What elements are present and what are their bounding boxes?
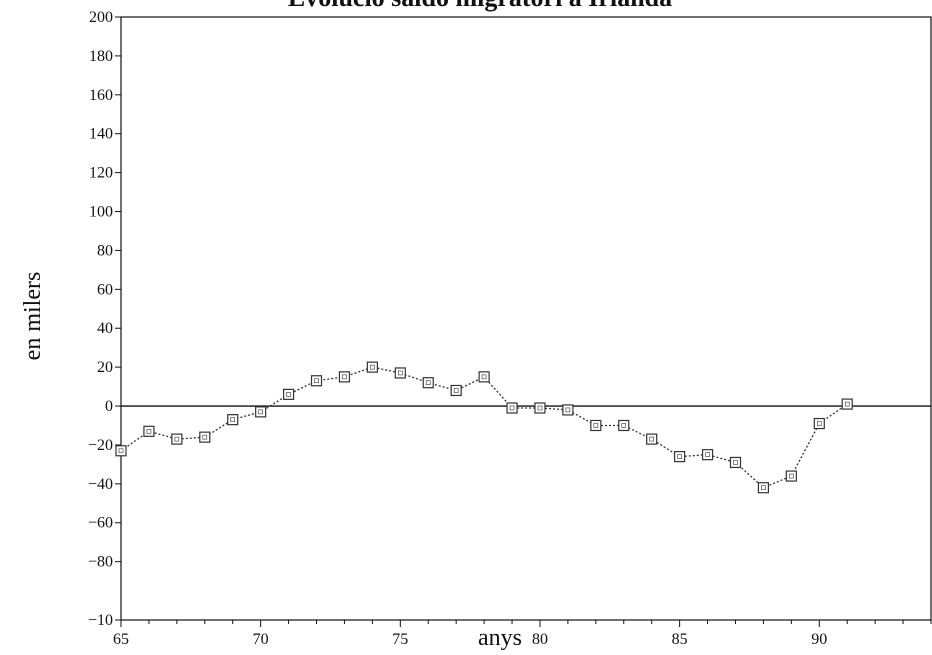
y-tick-label: −20 [88, 437, 113, 454]
data-point [171, 433, 183, 445]
data-point-inner [593, 423, 599, 428]
x-tick-label: 75 [392, 631, 408, 648]
data-point [674, 451, 686, 463]
data-point-inner [621, 423, 627, 428]
data-point [199, 431, 211, 443]
data-point-inner [230, 417, 236, 422]
series-group [115, 361, 853, 494]
data-point [590, 419, 602, 432]
data-point [618, 419, 630, 432]
axes [120, 16, 932, 621]
data-point [701, 449, 714, 461]
data-point [310, 375, 323, 387]
data-point-inner [342, 374, 347, 380]
data-point [785, 470, 797, 482]
data-point [338, 371, 351, 383]
data-point [646, 433, 658, 445]
y-tick-label: 140 [89, 126, 113, 143]
x-tick-label: 90 [811, 631, 827, 648]
ticks: 200180160140120100806040200−20−40−60−80−… [88, 9, 932, 648]
data-point-inner [816, 421, 822, 426]
data-point-inner [537, 405, 543, 411]
data-point-inner [761, 485, 766, 491]
chart-title: Evolució saldo migratori a Irlanda [288, 0, 672, 12]
data-point-inner [453, 388, 459, 393]
y-tick-label: 200 [89, 9, 113, 26]
data-point-inner [174, 436, 180, 442]
data-point [478, 371, 490, 383]
data-point [143, 425, 155, 437]
data-point [227, 414, 239, 426]
data-point [282, 388, 295, 400]
data-point-inner [146, 429, 152, 434]
data-point [366, 361, 378, 373]
data-point [757, 482, 770, 494]
y-tick-label: 20 [97, 359, 113, 376]
data-point-inner [202, 434, 208, 440]
x-tick-label: 85 [672, 631, 688, 648]
y-tick-label: 60 [97, 281, 113, 298]
y-tick-label: 40 [97, 320, 113, 337]
y-tick-label: −80 [88, 554, 113, 571]
data-point-inner [733, 460, 738, 465]
data-point-inner [370, 364, 375, 370]
y-tick-label: −10 [88, 612, 113, 629]
y-axis-label: en milers [20, 272, 46, 361]
data-point-inner [425, 380, 431, 385]
data-point-inner [789, 473, 794, 479]
x-tick-label: 65 [113, 631, 129, 648]
data-point [422, 377, 434, 389]
data-point-inner [509, 405, 515, 411]
data-point-inner [481, 374, 487, 380]
data-point [534, 402, 546, 414]
data-point-inner [705, 452, 710, 457]
data-point [562, 404, 574, 416]
data-point-inner [677, 454, 682, 459]
data-point [813, 417, 825, 430]
data-point-inner [118, 448, 124, 454]
x-tick-label: 70 [253, 631, 269, 648]
plot-frame [120, 16, 932, 621]
data-point-inner [258, 409, 263, 415]
y-tick-label: −60 [88, 515, 113, 532]
y-tick-label: 100 [89, 204, 113, 221]
y-tick-label: 0 [105, 398, 113, 415]
data-point [115, 445, 127, 457]
data-point [450, 384, 462, 397]
data-point-inner [314, 378, 319, 384]
y-tick-label: −40 [88, 476, 113, 493]
y-tick-label: 120 [89, 165, 113, 182]
data-point-inner [565, 407, 571, 413]
x-tick-label: 80 [532, 631, 548, 648]
y-tick-label: 180 [89, 48, 113, 65]
data-point-inner [844, 401, 850, 407]
data-point-inner [398, 370, 403, 376]
data-point-inner [649, 436, 654, 442]
data-point-inner [286, 392, 291, 397]
x-axis-label: anys [478, 625, 522, 651]
y-tick-label: 80 [97, 242, 113, 259]
data-point [841, 398, 853, 410]
y-tick-label: 160 [89, 87, 113, 104]
data-point [506, 402, 518, 414]
data-point [255, 406, 267, 418]
data-point [394, 367, 406, 379]
data-point [729, 456, 742, 469]
series-line [120, 366, 848, 489]
